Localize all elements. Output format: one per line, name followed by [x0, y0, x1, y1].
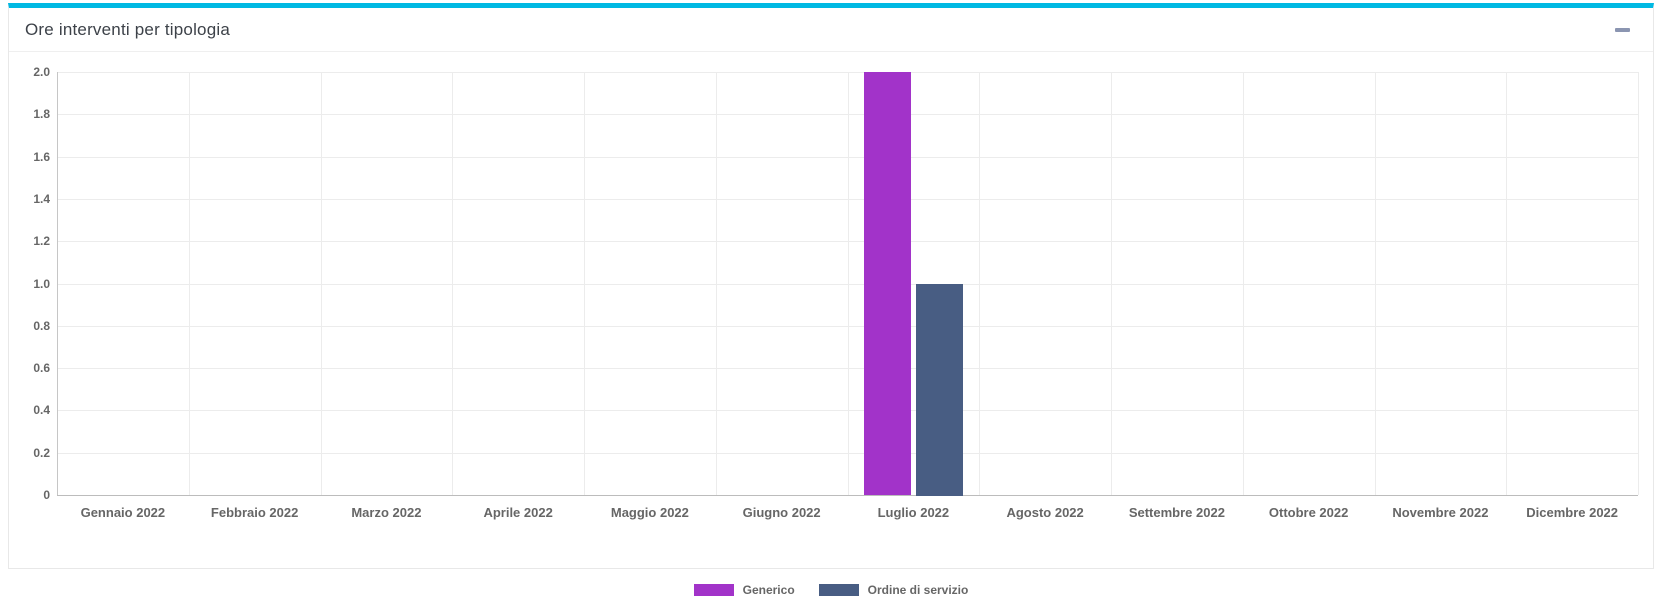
legend-item-ordine-di-servizio[interactable]: Ordine di servizio: [818, 583, 969, 597]
gridline: [979, 72, 980, 495]
x-axis-tick-label: Luglio 2022: [877, 505, 950, 520]
y-axis-tick-label: 1.0: [33, 277, 50, 291]
y-axis-line: [57, 72, 58, 495]
x-axis-tick-label: Giugno 2022: [742, 505, 821, 520]
panel-header: Ore interventi per tipologia: [9, 8, 1653, 52]
gridline: [716, 72, 717, 495]
y-axis-tick-label: 0.8: [33, 319, 50, 333]
y-axis-tick-label: 0.6: [33, 361, 50, 375]
y-axis-tick-label: 0.2: [33, 446, 50, 460]
gridline: [321, 72, 322, 495]
gridline: [452, 72, 453, 495]
gridline: [57, 326, 1638, 327]
y-axis-tick-label: 1.4: [33, 192, 50, 206]
bar-ordine-di-servizio-luglio-2022[interactable]: [916, 284, 963, 496]
y-axis-tick-label: 1.2: [33, 234, 50, 248]
x-axis-tick-label: Marzo 2022: [351, 505, 422, 520]
gridline: [189, 72, 190, 495]
gridline: [57, 368, 1638, 369]
gridline: [848, 72, 849, 495]
gridline: [1638, 72, 1639, 495]
x-axis-tick-label: Agosto 2022: [1006, 505, 1084, 520]
gridline: [584, 72, 585, 495]
legend-label: Ordine di servizio: [867, 583, 969, 597]
y-axis-tick-label: 0: [43, 488, 50, 502]
x-axis-tick-label: Ottobre 2022: [1268, 505, 1349, 520]
x-axis-tick-label: Febbraio 2022: [210, 505, 299, 520]
x-axis-tick-label: Settembre 2022: [1128, 505, 1225, 520]
legend-swatch-icon: [818, 584, 859, 596]
minus-icon: [1615, 27, 1630, 32]
gridline: [57, 157, 1638, 158]
chart-panel: Ore interventi per tipologia 0 0.2 0.4 0.6 0…: [8, 3, 1654, 597]
x-axis-line: [57, 495, 1638, 496]
x-axis-tick-label: Aprile 2022: [483, 505, 553, 520]
gridline: [57, 199, 1638, 200]
chart-legend: Generico Ordine di servizio: [9, 583, 1653, 597]
gridline: [1111, 72, 1112, 495]
gridline: [1243, 72, 1244, 495]
legend-item-generico[interactable]: Generico: [693, 583, 795, 597]
y-axis-tick-label: 0.4: [33, 403, 50, 417]
gridline: [57, 114, 1638, 115]
bar-generico-luglio-2022[interactable]: [864, 72, 911, 495]
gridline: [57, 72, 1638, 73]
y-axis-tick-label: 1.6: [33, 150, 50, 164]
gridline: [57, 284, 1638, 285]
gridline: [57, 241, 1638, 242]
x-axis-tick-label: Dicembre 2022: [1526, 505, 1619, 520]
gridline: [57, 453, 1638, 454]
x-axis-tick-label: Maggio 2022: [610, 505, 689, 520]
legend-swatch-icon: [693, 584, 734, 596]
bar-chart: 0 0.2 0.4 0.6 0.8 1.0 1.2 1.4 1.6 1.8 2.0 Gennaio 2…: [9, 52, 1653, 597]
gridline: [57, 410, 1638, 411]
panel-title: Ore interventi per tipologia: [25, 19, 230, 39]
y-axis-tick-label: 2.0: [33, 65, 50, 79]
gridline: [1506, 72, 1507, 495]
gridline: [1375, 72, 1376, 495]
x-axis-tick-label: Gennaio 2022: [80, 505, 166, 520]
collapse-panel-button[interactable]: [1613, 22, 1632, 38]
x-axis-tick-label: Novembre 2022: [1392, 505, 1489, 520]
y-axis-tick-label: 1.8: [33, 107, 50, 121]
legend-label: Generico: [742, 583, 795, 597]
